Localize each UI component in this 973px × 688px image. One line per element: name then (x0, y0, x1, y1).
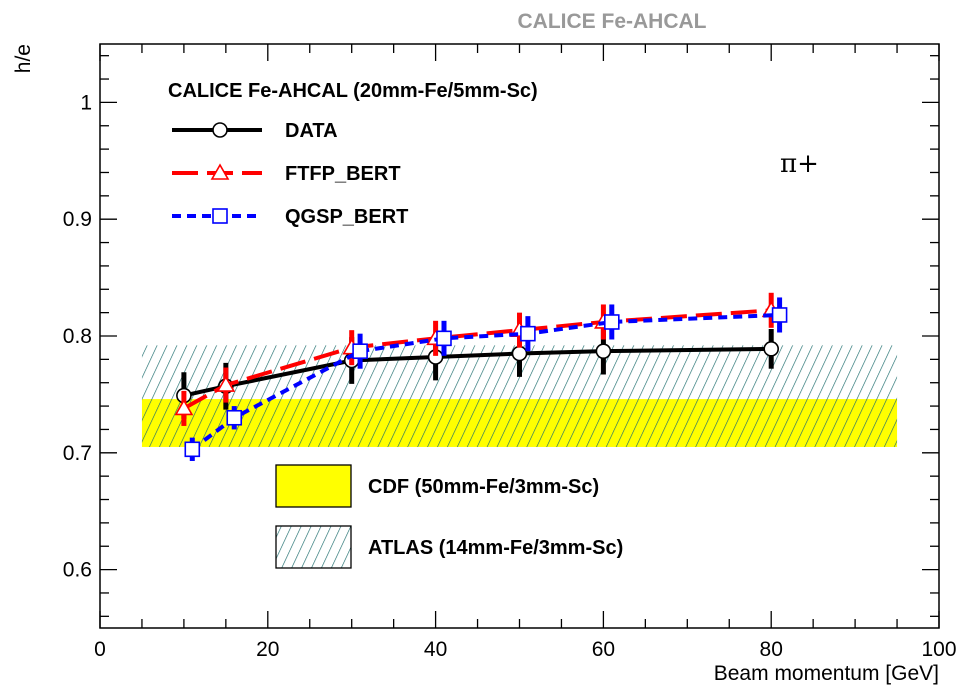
x-tick-label: 60 (592, 638, 615, 661)
series-layer (174, 292, 788, 461)
plot-frame (99, 43, 940, 629)
x-tick-label: 100 (921, 638, 956, 661)
data-point (436, 330, 452, 347)
y-tick-label: 0.6 (63, 559, 92, 582)
y-axis-title: h/e (12, 44, 35, 73)
band-legend-label: CDF (50mm-Fe/3mm-Sc) (368, 476, 599, 498)
y-tick-label: 0.8 (63, 325, 92, 348)
x-axis-title: Beam momentum [GeV] (714, 662, 939, 685)
x-tick-label: 20 (256, 638, 279, 661)
data-point (771, 307, 788, 323)
legend-marker (210, 163, 230, 180)
data-point (216, 375, 236, 392)
data-point (595, 343, 612, 359)
legend-title: CALICE Fe-AHCAL (20mm-Fe/5mm-Sc) (168, 80, 538, 102)
data-point (511, 345, 528, 362)
band-legend-label: ATLAS (14mm-Fe/3mm-Sc) (368, 537, 623, 559)
x-tick-label: 40 (424, 638, 447, 661)
x-tick-label: 0 (94, 638, 106, 661)
x-tick-label: 80 (760, 638, 783, 661)
data-point (184, 441, 201, 458)
legend: DATA FTFP_BERT QGSP_BERT (172, 120, 408, 228)
band-legend-swatch (275, 464, 352, 508)
band-legend: CDF (50mm-Fe/3mm-Sc) ATLAS (14mm-Fe/3mm-S… (275, 464, 623, 569)
axis-ticks (99, 44, 940, 628)
particle-annotation: π+ (780, 149, 819, 179)
data-point (226, 409, 243, 426)
y-tick-label: 1 (80, 91, 92, 114)
legend-label: QGSP_BERT (285, 206, 408, 228)
particle-annotation-text: π+ (780, 149, 819, 179)
data-point (352, 343, 368, 359)
y-tick-label: 0.9 (63, 208, 92, 231)
legend-label: FTFP_BERT (285, 163, 401, 185)
band-legend-swatch (275, 525, 352, 569)
chart-title: CALICE Fe-AHCAL (518, 10, 707, 33)
legend-marker (212, 208, 228, 224)
data-point (174, 398, 194, 416)
data-point (520, 325, 536, 342)
y-tick-label: 0.7 (63, 442, 92, 465)
legend-marker (212, 122, 228, 138)
legend-label: DATA (285, 120, 338, 142)
data-point (763, 341, 780, 357)
data-point (603, 314, 620, 330)
tick-labels: 0 20 40 60 80 100 0.6 0.7 0.8 0.9 1 (63, 91, 957, 661)
